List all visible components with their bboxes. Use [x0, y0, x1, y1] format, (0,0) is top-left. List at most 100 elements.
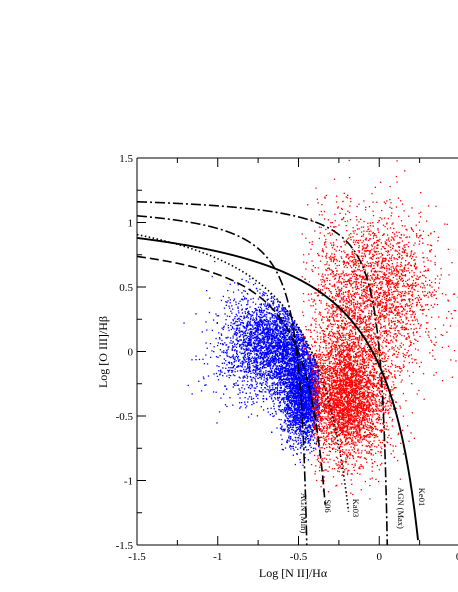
- data-point: [287, 353, 289, 356]
- data-point: [241, 370, 243, 372]
- data-point: [288, 351, 290, 353]
- data-point: [263, 315, 265, 317]
- data-point: [242, 348, 245, 350]
- data-point: [267, 371, 269, 373]
- data-point: [279, 402, 281, 404]
- data-point: [253, 311, 256, 313]
- data-point: [248, 396, 251, 398]
- data-point: [309, 397, 311, 399]
- data-point: [299, 368, 302, 370]
- data-point: [315, 428, 317, 430]
- data-point: [254, 377, 256, 380]
- data-point: [261, 352, 263, 354]
- data-point: [261, 337, 264, 339]
- data-point: [250, 413, 253, 415]
- data-point: [279, 346, 281, 349]
- data-point: [302, 407, 304, 409]
- data-point: [226, 353, 228, 355]
- data-point: [303, 337, 305, 339]
- data-point: [267, 334, 269, 337]
- data-point: [258, 355, 260, 357]
- data-point: [285, 378, 288, 381]
- data-point: [262, 352, 265, 354]
- data-point: [283, 389, 285, 392]
- data-point: [286, 398, 288, 400]
- data-point: [236, 321, 238, 323]
- data-point: [267, 351, 269, 353]
- data-point: [242, 341, 244, 344]
- data-point: [294, 379, 297, 381]
- data-point: [306, 396, 308, 398]
- data-point: [273, 328, 275, 330]
- data-point: [274, 394, 277, 396]
- data-point: [254, 320, 256, 322]
- data-point: [297, 427, 300, 429]
- data-point: [286, 335, 289, 337]
- data-point: [298, 407, 301, 409]
- data-point: [294, 373, 296, 375]
- data-point: [259, 310, 261, 312]
- data-point: [282, 373, 284, 375]
- data-point: [243, 349, 245, 351]
- data-point: [251, 332, 253, 334]
- data-point: [275, 341, 277, 344]
- data-point: [292, 354, 294, 356]
- data-point: [243, 352, 245, 355]
- data-point: [285, 328, 287, 330]
- data-point: [227, 289, 229, 292]
- data-point: [299, 358, 301, 360]
- data-point: [302, 427, 304, 429]
- data-point: [282, 368, 284, 370]
- data-point: [257, 340, 259, 342]
- data-point: [226, 352, 228, 354]
- data-point: [281, 360, 283, 363]
- data-point: [297, 356, 299, 358]
- data-point: [296, 372, 299, 374]
- data-point: [278, 344, 280, 346]
- data-point: [287, 343, 289, 346]
- data-point: [262, 320, 264, 322]
- data-point: [280, 428, 282, 430]
- data-point: [274, 335, 276, 337]
- data-point: [283, 383, 285, 385]
- data-point: [252, 347, 254, 349]
- data-point: [244, 351, 246, 353]
- data-point: [306, 449, 308, 451]
- data-point: [291, 370, 293, 373]
- data-point: [308, 376, 311, 378]
- data-point: [241, 346, 243, 348]
- data-point: [245, 341, 247, 343]
- data-point: [249, 366, 251, 369]
- data-point: [269, 377, 271, 379]
- data-point: [274, 346, 276, 349]
- data-point: [290, 376, 293, 379]
- data-point: [243, 388, 246, 390]
- data-point: [257, 337, 259, 339]
- data-point: [295, 366, 297, 368]
- data-point: [260, 339, 262, 341]
- data-point: [272, 383, 274, 385]
- data-point: [306, 358, 308, 360]
- data-point: [241, 309, 243, 311]
- data-point: [254, 365, 256, 367]
- data-point: [305, 439, 307, 441]
- data-point: [225, 337, 227, 339]
- data-point: [297, 356, 299, 359]
- data-point: [299, 341, 301, 343]
- data-point: [256, 401, 258, 403]
- data-point: [293, 362, 295, 364]
- data-point: [248, 352, 250, 354]
- data-point: [272, 348, 275, 350]
- data-point: [302, 338, 305, 341]
- data-point: [285, 352, 287, 354]
- data-point: [288, 365, 290, 367]
- data-point: [218, 411, 221, 413]
- data-point: [312, 365, 314, 367]
- data-point: [259, 370, 261, 373]
- data-point: [221, 371, 223, 373]
- data-point: [209, 297, 211, 299]
- data-point: [286, 441, 288, 444]
- data-point: [237, 342, 239, 344]
- data-point: [302, 385, 304, 387]
- data-point: [274, 398, 277, 400]
